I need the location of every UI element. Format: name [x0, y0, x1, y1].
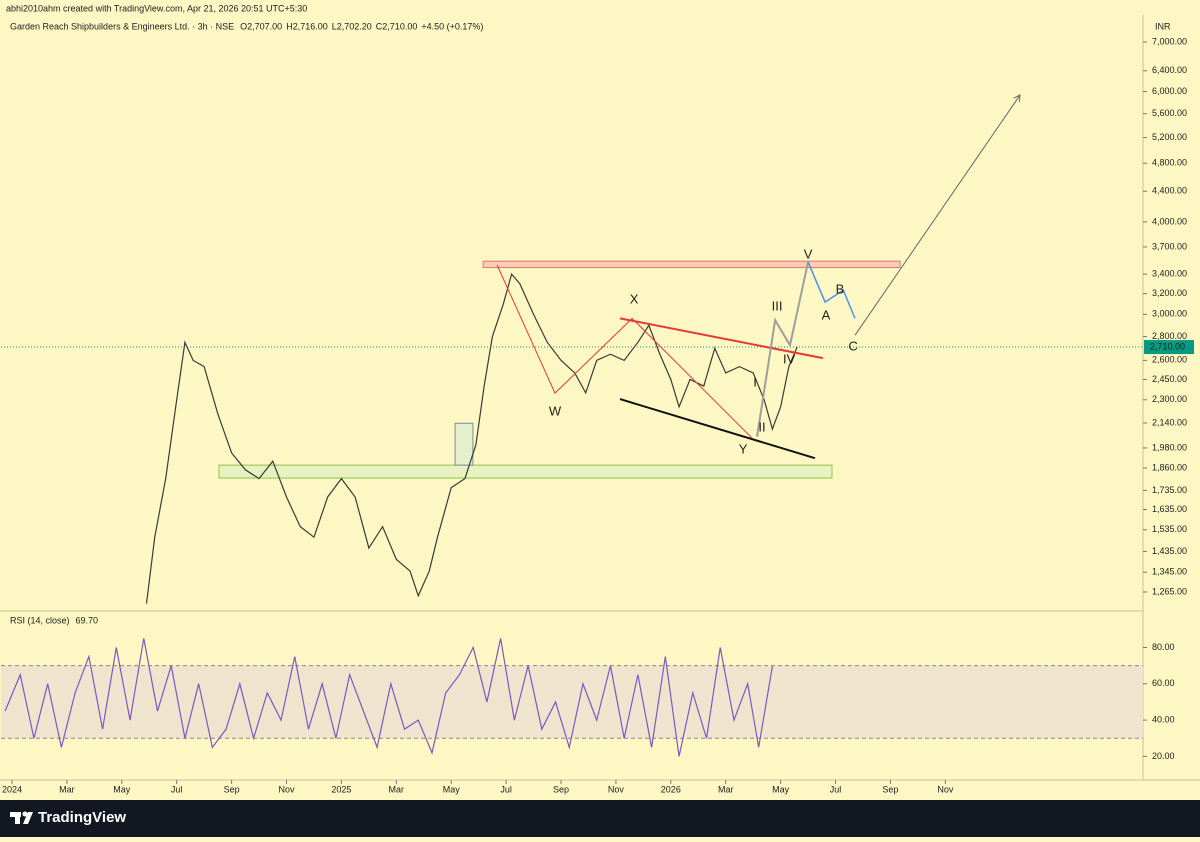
wave-label: B: [836, 281, 845, 296]
x-tick-label: Jul: [171, 784, 183, 794]
wave-label: Y: [739, 442, 748, 457]
logo-shape: [22, 811, 28, 817]
x-tick-label: Nov: [937, 784, 954, 794]
rsi-line: [4, 638, 773, 757]
wave-label: X: [630, 292, 639, 307]
y-tick-label: 3,000.00: [1152, 309, 1187, 319]
ohlc-value: 2,716.00: [293, 21, 328, 31]
x-tick-label: Sep: [553, 784, 569, 794]
wave-label: C: [848, 339, 857, 354]
price-line: [145, 272, 798, 604]
y-tick-label: 2,450.00: [1152, 374, 1187, 384]
wave-label: IV: [783, 352, 796, 367]
footer: [0, 800, 1200, 837]
y-tick-label: 1,535.00: [1152, 524, 1187, 534]
drawing: [854, 94, 1021, 336]
brand: TradingView: [38, 809, 126, 826]
y-tick-label: 1,735.00: [1152, 485, 1187, 495]
x-tick-label: Mar: [59, 784, 75, 794]
x-tick-label: May: [772, 784, 790, 794]
zone: [454, 422, 474, 466]
y-tick-label: 5,200.00: [1152, 132, 1187, 142]
x-tick-label: Nov: [278, 784, 295, 794]
y-tick-label: 2,300.00: [1152, 394, 1187, 404]
y-tick-label: 80.00: [1152, 642, 1175, 652]
ohlc-key: L: [332, 21, 337, 31]
x-tick-label: Sep: [224, 784, 240, 794]
currency: INR: [1155, 21, 1171, 31]
drawing: [807, 261, 856, 319]
drawing: [756, 261, 810, 437]
y-tick-label: 1,860.00: [1152, 462, 1187, 472]
y-tick-label: 2,140.00: [1152, 417, 1187, 427]
last-price-tag: [1144, 340, 1194, 355]
y-tick-label: 6,000.00: [1152, 86, 1187, 96]
brand-logo: [10, 811, 33, 824]
drawing: [619, 317, 824, 360]
y-tick-label: 3,400.00: [1152, 269, 1187, 279]
wave-label: W: [549, 403, 562, 418]
x-tick-label: Sep: [882, 784, 898, 794]
y-tick-label: 3,700.00: [1152, 241, 1187, 251]
wave-label: II: [758, 420, 765, 435]
x-tick-label: 2025: [331, 784, 351, 794]
x-tick-label: May: [113, 784, 131, 794]
rsi-title: RSI (14, close): [10, 615, 70, 625]
y-tick-label: 4,400.00: [1152, 186, 1187, 196]
ohlc-value: 2,707.00: [247, 21, 282, 31]
y-tick-label: 2,800.00: [1152, 331, 1187, 341]
wave-label: A: [822, 307, 831, 322]
ohlc-key: H: [286, 21, 293, 31]
attribution: abhi2010ahm created with TradingView.com…: [6, 3, 307, 13]
y-tick-label: 3,200.00: [1152, 288, 1187, 298]
rsi-band: [1, 665, 1143, 739]
x-tick-label: Mar: [389, 784, 405, 794]
ohlc-value: 2,702.20: [337, 21, 372, 31]
x-tick-label: Mar: [718, 784, 734, 794]
x-tick-label: Jul: [830, 784, 842, 794]
last-price-label: 2,710.00: [1150, 341, 1185, 351]
symbol-title: Garden Reach Shipbuilders & Engineers Lt…: [10, 21, 234, 31]
x-tick-label: Jul: [500, 784, 512, 794]
y-tick-label: 60.00: [1152, 678, 1175, 688]
zone: [218, 464, 833, 479]
y-tick-label: 5,600.00: [1152, 108, 1187, 118]
drawing: [496, 264, 753, 439]
zone: [482, 260, 901, 269]
ohlc-value: 2,710.00: [382, 21, 417, 31]
wave-label: V: [804, 247, 813, 262]
y-tick-label: 7,000.00: [1152, 36, 1187, 46]
ohlc-key: O: [240, 21, 247, 31]
y-tick-label: 1,435.00: [1152, 546, 1187, 556]
y-tick-label: 4,000.00: [1152, 216, 1187, 226]
x-tick-label: 2026: [661, 784, 681, 794]
y-tick-label: 6,400.00: [1152, 65, 1187, 75]
drawing: [619, 398, 816, 460]
logo-shape: [23, 812, 33, 824]
wave-label: I: [753, 374, 757, 389]
x-tick-label: 2024: [2, 784, 22, 794]
x-tick-label: May: [443, 784, 461, 794]
y-tick-label: 1,345.00: [1152, 567, 1187, 577]
y-tick-label: 20.00: [1152, 751, 1175, 761]
price-change: +4.50 (+0.17%): [421, 21, 483, 31]
rsi-value: 69.70: [76, 615, 99, 625]
arrow-head: [1013, 94, 1021, 103]
x-tick-label: Nov: [608, 784, 625, 794]
y-tick-label: 40.00: [1152, 714, 1175, 724]
y-tick-label: 1,635.00: [1152, 504, 1187, 514]
y-tick-label: 1,980.00: [1152, 442, 1187, 452]
y-tick-label: 4,800.00: [1152, 158, 1187, 168]
ohlc-key: C: [376, 21, 383, 31]
wave-label: III: [772, 299, 783, 314]
logo-shape: [15, 812, 20, 824]
y-tick-label: 1,265.00: [1152, 586, 1187, 596]
y-tick-label: 2,600.00: [1152, 355, 1187, 365]
